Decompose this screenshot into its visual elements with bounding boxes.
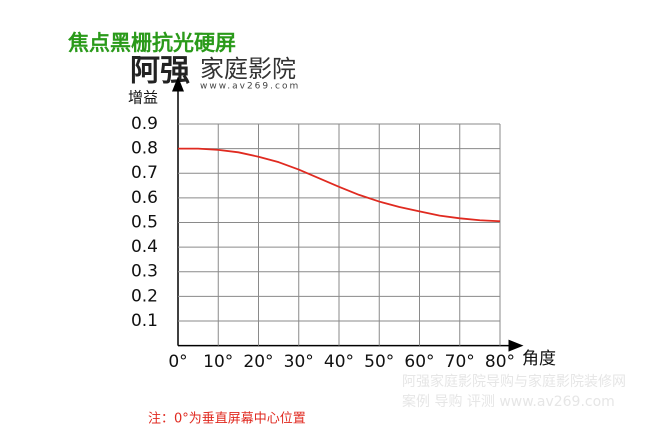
chart-title: 焦点黑栅抗光硬屏 [67,31,236,55]
y-axis-label: 增益 [128,89,158,107]
watermark: 案例 导购 评测 www.av269.com [402,393,615,410]
y-tick-label: 0.7 [131,163,158,183]
logo-url: www.av269.com [200,82,300,92]
watermark: 阿强家庭影院导购与家庭影院装修网 [402,373,626,390]
y-tick-label: 0.3 [131,262,158,282]
y-tick-label: 0.6 [131,188,158,208]
y-tick-label: 0.4 [131,237,158,257]
x-tick-label: 20° [243,352,273,372]
y-tick-label: 0.5 [131,212,158,232]
line-series [178,147,501,223]
x-tick-label: 10° [203,352,233,372]
x-tick-label: 80° [485,352,515,372]
note: 注：0°为垂直屏幕中心位置 [148,412,306,427]
y-tick-label: 0.1 [131,311,158,331]
y-tick-label: 0.9 [131,114,158,134]
x-tick-label: 0° [168,352,187,372]
logo-name: 家庭影院 [200,55,296,83]
logo-name: 阿强 [130,54,190,89]
x-tick-label: 40° [324,352,354,372]
y-tick-label: 0.8 [131,139,158,159]
x-tick-label: 70° [445,352,475,372]
x-axis-label: 角度 [522,349,556,369]
x-tick-label: 60° [404,352,434,372]
x-tick-label: 30° [284,352,314,372]
y-tick-label: 0.2 [131,286,158,306]
x-tick-label: 50° [364,352,394,372]
